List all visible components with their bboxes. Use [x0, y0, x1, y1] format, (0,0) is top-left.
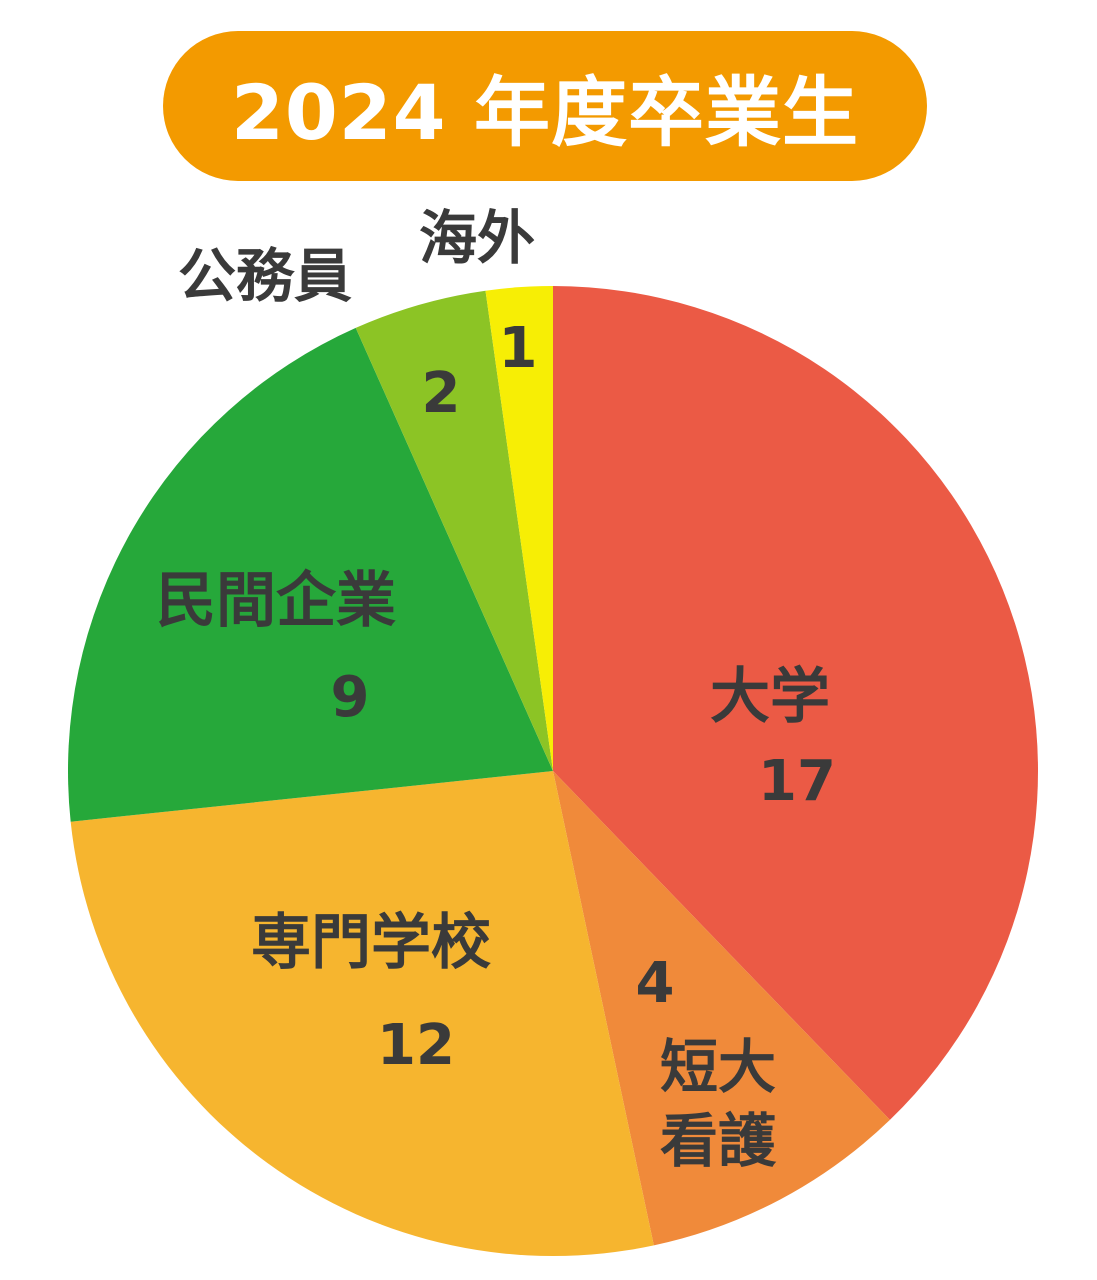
chart-title: 2024 年度卒業生 — [163, 31, 927, 181]
pie-slice — [553, 286, 1039, 1120]
slice-value-label: 9 — [331, 665, 370, 730]
slice-label: 専門学校 — [251, 908, 491, 978]
pie-slice — [70, 771, 654, 1256]
slice-label: 海外 — [419, 204, 535, 272]
slice-value-label: 12 — [377, 1013, 455, 1078]
pie-slice — [355, 290, 553, 771]
pie-slice — [67, 327, 553, 822]
slice-label: 公務員 — [178, 242, 352, 310]
slice-label: 大学 — [710, 662, 830, 732]
slice-value-label: 17 — [758, 749, 836, 814]
pie-slice — [485, 286, 553, 771]
slice-label: 短大 — [660, 1033, 776, 1101]
slice-label: 民間企業 — [156, 566, 396, 636]
slice-value-label: 2 — [422, 361, 461, 426]
slice-value-label: 4 — [636, 951, 675, 1016]
slice-value-label: 1 — [499, 316, 538, 381]
slice-label: 看護 — [660, 1107, 777, 1175]
pie-slice — [553, 771, 890, 1246]
